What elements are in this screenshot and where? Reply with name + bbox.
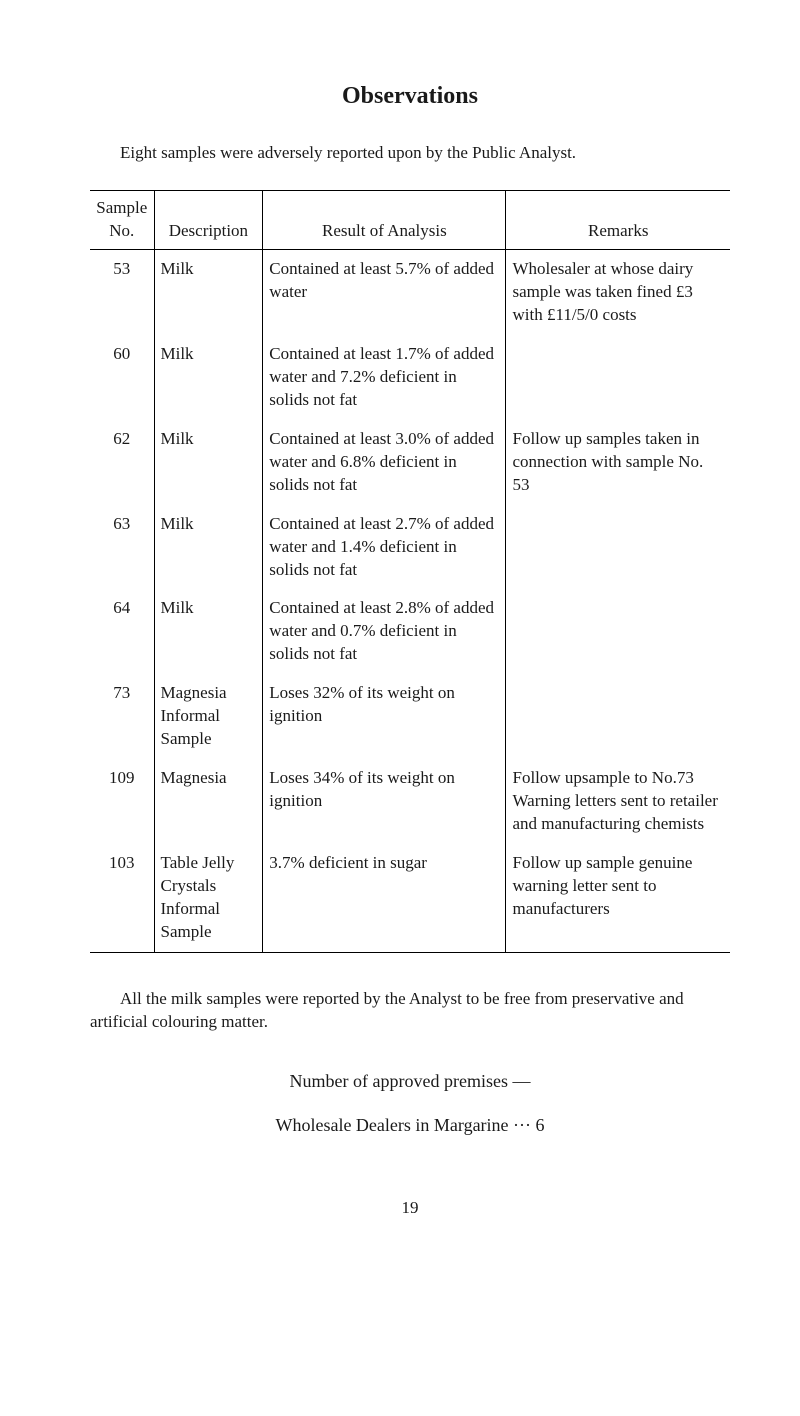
cell-desc: Magnesia bbox=[154, 759, 263, 844]
cell-remarks bbox=[506, 674, 730, 759]
final-paragraph: All the milk samples were reported by th… bbox=[90, 988, 730, 1034]
cell-remarks: Follow up sample genuine warning letter … bbox=[506, 844, 730, 952]
cell-result: Contained at least 5.7% of added water bbox=[263, 250, 506, 335]
cell-no: 103 bbox=[90, 844, 154, 952]
cell-remarks: Follow up samples taken in connection wi… bbox=[506, 420, 730, 505]
table-row: 103 Table Jelly Crystals Informal Sample… bbox=[90, 844, 730, 952]
cell-no: 62 bbox=[90, 420, 154, 505]
table-row: 53 Milk Contained at least 5.7% of added… bbox=[90, 250, 730, 335]
cell-desc: Magnesia Informal Sample bbox=[154, 674, 263, 759]
table-row: 109 Magnesia Loses 34% of its weight on … bbox=[90, 759, 730, 844]
cell-no: 60 bbox=[90, 335, 154, 420]
cell-remarks bbox=[506, 335, 730, 420]
cell-no: 64 bbox=[90, 589, 154, 674]
cell-desc: Milk bbox=[154, 335, 263, 420]
header-sample-no: Sample No. bbox=[90, 191, 154, 250]
table-header-row: Sample No. Description Result of Analysi… bbox=[90, 191, 730, 250]
header-remarks: Remarks bbox=[506, 191, 730, 250]
cell-remarks bbox=[506, 505, 730, 590]
cell-desc: Milk bbox=[154, 505, 263, 590]
table-row: 63 Milk Contained at least 2.7% of added… bbox=[90, 505, 730, 590]
cell-desc: Table Jelly Crystals Informal Sample bbox=[154, 844, 263, 952]
page-title: Observations bbox=[90, 80, 730, 112]
page-number: 19 bbox=[90, 1197, 730, 1220]
cell-result: Contained at least 2.7% of added water a… bbox=[263, 505, 506, 590]
cell-result: Contained at least 2.8% of added water a… bbox=[263, 589, 506, 674]
table-row: 73 Magnesia Informal Sample Loses 32% of… bbox=[90, 674, 730, 759]
cell-remarks: Wholesaler at whose dairy sample was tak… bbox=[506, 250, 730, 335]
cell-result: Loses 34% of its weight on ignition bbox=[263, 759, 506, 844]
intro-paragraph: Eight samples were adversely reported up… bbox=[90, 142, 730, 165]
table-row: 60 Milk Contained at least 1.7% of added… bbox=[90, 335, 730, 420]
cell-remarks bbox=[506, 589, 730, 674]
cell-result: Contained at least 1.7% of added water a… bbox=[263, 335, 506, 420]
premises-heading: Number of approved premises — bbox=[90, 1069, 730, 1093]
header-description: Description bbox=[154, 191, 263, 250]
cell-desc: Milk bbox=[154, 589, 263, 674]
cell-remarks: Follow upsample to No.73 Warning letters… bbox=[506, 759, 730, 844]
cell-desc: Milk bbox=[154, 420, 263, 505]
cell-no: 109 bbox=[90, 759, 154, 844]
table-row: 64 Milk Contained at least 2.8% of added… bbox=[90, 589, 730, 674]
cell-result: Loses 32% of its weight on ignition bbox=[263, 674, 506, 759]
cell-no: 53 bbox=[90, 250, 154, 335]
header-result: Result of Analysis bbox=[263, 191, 506, 250]
cell-result: Contained at least 3.0% of added water a… bbox=[263, 420, 506, 505]
cell-desc: Milk bbox=[154, 250, 263, 335]
analysis-table: Sample No. Description Result of Analysi… bbox=[90, 190, 730, 952]
cell-no: 63 bbox=[90, 505, 154, 590]
dealers-line: Wholesale Dealers in Margarine ··· 6 bbox=[90, 1113, 730, 1137]
table-row: 62 Milk Contained at least 3.0% of added… bbox=[90, 420, 730, 505]
cell-no: 73 bbox=[90, 674, 154, 759]
cell-result: 3.7% deficient in sugar bbox=[263, 844, 506, 952]
